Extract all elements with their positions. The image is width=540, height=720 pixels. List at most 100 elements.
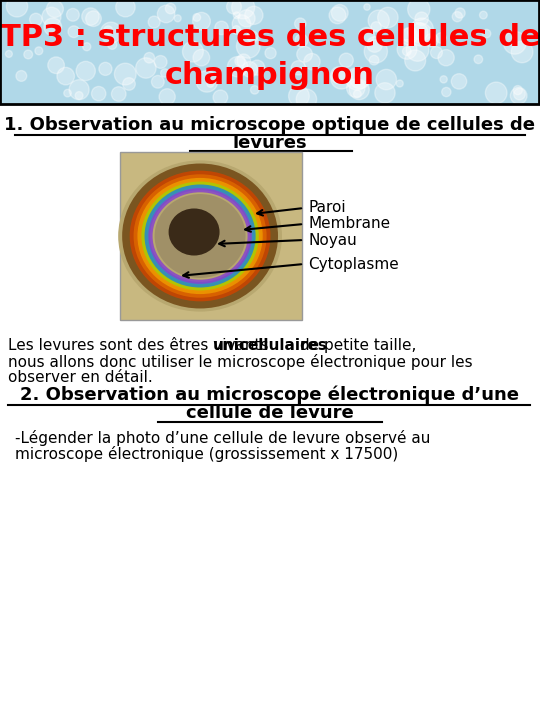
Text: Noyau: Noyau: [308, 233, 357, 248]
Circle shape: [193, 12, 211, 30]
Circle shape: [397, 40, 417, 59]
Circle shape: [154, 55, 167, 68]
Text: -Légender la photo d’une cellule de levure observé au: -Légender la photo d’une cellule de levu…: [15, 430, 430, 446]
Circle shape: [440, 76, 447, 83]
Circle shape: [69, 80, 89, 100]
Circle shape: [367, 37, 382, 53]
Circle shape: [100, 22, 122, 43]
Circle shape: [174, 15, 181, 22]
FancyBboxPatch shape: [120, 152, 302, 320]
Circle shape: [157, 5, 175, 23]
Circle shape: [86, 11, 102, 27]
Circle shape: [242, 62, 258, 77]
Circle shape: [403, 27, 418, 42]
Circle shape: [136, 58, 156, 78]
Circle shape: [232, 26, 241, 34]
Circle shape: [116, 0, 135, 17]
Circle shape: [46, 1, 63, 17]
Circle shape: [165, 4, 176, 14]
Circle shape: [510, 87, 527, 104]
Circle shape: [452, 12, 462, 22]
Circle shape: [297, 47, 313, 62]
Text: Membrane: Membrane: [308, 217, 390, 232]
Circle shape: [296, 89, 316, 109]
Circle shape: [474, 55, 483, 63]
Circle shape: [411, 18, 434, 40]
Circle shape: [75, 91, 83, 99]
Circle shape: [291, 60, 306, 75]
Circle shape: [99, 63, 112, 76]
Circle shape: [368, 10, 389, 31]
Circle shape: [35, 47, 43, 55]
Circle shape: [238, 10, 255, 27]
Circle shape: [304, 53, 320, 70]
Text: Les levures sont des êtres vivants: Les levures sont des êtres vivants: [8, 338, 273, 353]
Circle shape: [375, 83, 395, 103]
Circle shape: [346, 68, 368, 90]
Text: levures: levures: [233, 134, 307, 152]
Text: 1. Observation au microscope optique de cellules de: 1. Observation au microscope optique de …: [4, 116, 536, 134]
Text: champignon: champignon: [165, 60, 375, 89]
Circle shape: [215, 21, 228, 35]
Circle shape: [235, 56, 245, 66]
Circle shape: [369, 55, 379, 65]
Circle shape: [207, 81, 214, 87]
Circle shape: [42, 7, 61, 27]
Ellipse shape: [168, 209, 220, 256]
Circle shape: [160, 69, 169, 77]
Text: cellule de levure: cellule de levure: [186, 404, 354, 422]
Circle shape: [64, 89, 71, 97]
Text: microscope électronique (grossissement x 17500): microscope électronique (grossissement x…: [15, 446, 399, 462]
Circle shape: [237, 35, 260, 58]
Circle shape: [513, 86, 522, 95]
Circle shape: [68, 26, 80, 37]
Circle shape: [436, 32, 446, 43]
Circle shape: [107, 40, 117, 50]
Circle shape: [265, 48, 276, 59]
Circle shape: [249, 60, 265, 75]
Circle shape: [376, 69, 396, 90]
Circle shape: [82, 8, 99, 25]
Circle shape: [359, 27, 374, 43]
Circle shape: [151, 76, 164, 88]
Circle shape: [237, 54, 251, 68]
Circle shape: [66, 9, 79, 21]
Circle shape: [503, 32, 526, 54]
Circle shape: [438, 50, 454, 66]
Circle shape: [330, 67, 348, 84]
Circle shape: [480, 12, 487, 19]
Circle shape: [114, 63, 136, 85]
Circle shape: [430, 47, 442, 58]
Circle shape: [16, 71, 27, 81]
Circle shape: [415, 12, 428, 25]
Circle shape: [442, 87, 451, 96]
Circle shape: [329, 7, 346, 24]
Circle shape: [402, 47, 411, 55]
Circle shape: [251, 86, 259, 94]
Circle shape: [349, 68, 370, 89]
Circle shape: [409, 23, 432, 46]
Circle shape: [408, 0, 430, 20]
Text: observer en détail.: observer en détail.: [8, 370, 153, 385]
Circle shape: [400, 28, 417, 45]
Circle shape: [339, 53, 353, 67]
Circle shape: [354, 90, 361, 98]
Circle shape: [330, 68, 352, 89]
Circle shape: [111, 86, 126, 102]
Circle shape: [408, 22, 428, 42]
Circle shape: [5, 50, 12, 58]
Text: 2. Observation au microscope électronique d’une: 2. Observation au microscope électroniqu…: [21, 386, 519, 404]
Circle shape: [425, 34, 438, 47]
Circle shape: [6, 0, 28, 17]
Circle shape: [406, 39, 429, 61]
Circle shape: [48, 57, 64, 73]
Circle shape: [332, 4, 348, 21]
Circle shape: [377, 7, 398, 28]
Circle shape: [104, 26, 113, 35]
Circle shape: [295, 34, 308, 47]
Text: nous allons donc utiliser le microscope électronique pour les: nous allons donc utiliser le microscope …: [8, 354, 472, 370]
Circle shape: [30, 13, 42, 26]
Circle shape: [196, 71, 218, 92]
Circle shape: [233, 12, 240, 19]
Circle shape: [44, 18, 62, 36]
